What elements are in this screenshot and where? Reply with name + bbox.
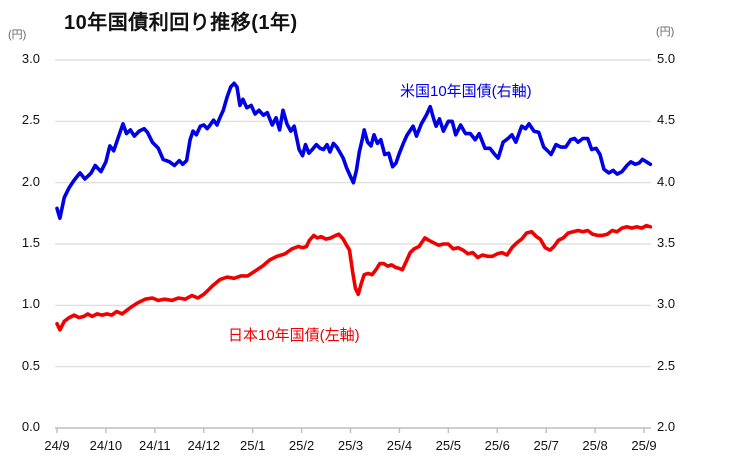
y-axis-label-left: 0.0 <box>21 419 40 434</box>
y-axis-label-right: 2.0 <box>657 419 676 434</box>
x-axis-label: 24/9 <box>44 438 70 453</box>
us-series-label: 米国10年国債(右軸) <box>400 83 532 100</box>
y-axis-label-left: 1.0 <box>21 296 40 312</box>
right-axis-unit-label: (円) <box>656 26 675 38</box>
japan-series-label: 日本10年国債(左軸) <box>228 327 360 344</box>
y-axis-label-right: 4.5 <box>657 112 676 128</box>
y-axis-label-right: 4.0 <box>657 173 676 189</box>
y-axis-label-left: 2.5 <box>21 112 40 128</box>
y-axis-label-right: 3.5 <box>657 235 676 250</box>
x-axis-label: 25/8 <box>582 438 608 453</box>
x-axis-label: 24/11 <box>139 438 171 453</box>
y-axis-label-left: 1.5 <box>21 235 40 250</box>
x-axis-label: 25/1 <box>240 438 266 453</box>
y-axis-label-left: 0.5 <box>21 357 40 373</box>
x-axis-label: 25/5 <box>435 438 461 453</box>
x-axis-label: 25/3 <box>337 438 364 453</box>
x-axis-label: 25/9 <box>631 438 657 453</box>
y-axis-label-right: 5.0 <box>657 51 676 66</box>
x-axis-label: 24/12 <box>187 438 221 453</box>
y-axis-label-right: 2.5 <box>657 357 676 373</box>
y-axis-label-left: 2.0 <box>21 173 40 189</box>
series-line-us-10y <box>55 81 653 220</box>
left-axis-unit-label: (円) <box>8 29 27 41</box>
x-axis-label: 25/6 <box>484 438 510 453</box>
x-axis-label: 25/2 <box>288 438 315 453</box>
x-axis-label: 24/10 <box>89 438 123 453</box>
x-axis-label: 25/7 <box>533 438 559 453</box>
series-line-japan-10y <box>55 223 653 332</box>
chart-title: 10年国債利回り推移(1年) <box>64 12 298 34</box>
y-axis-label-left: 3.0 <box>21 51 40 66</box>
x-axis-label: 25/4 <box>386 438 413 453</box>
y-axis-label-right: 3.0 <box>657 296 676 312</box>
